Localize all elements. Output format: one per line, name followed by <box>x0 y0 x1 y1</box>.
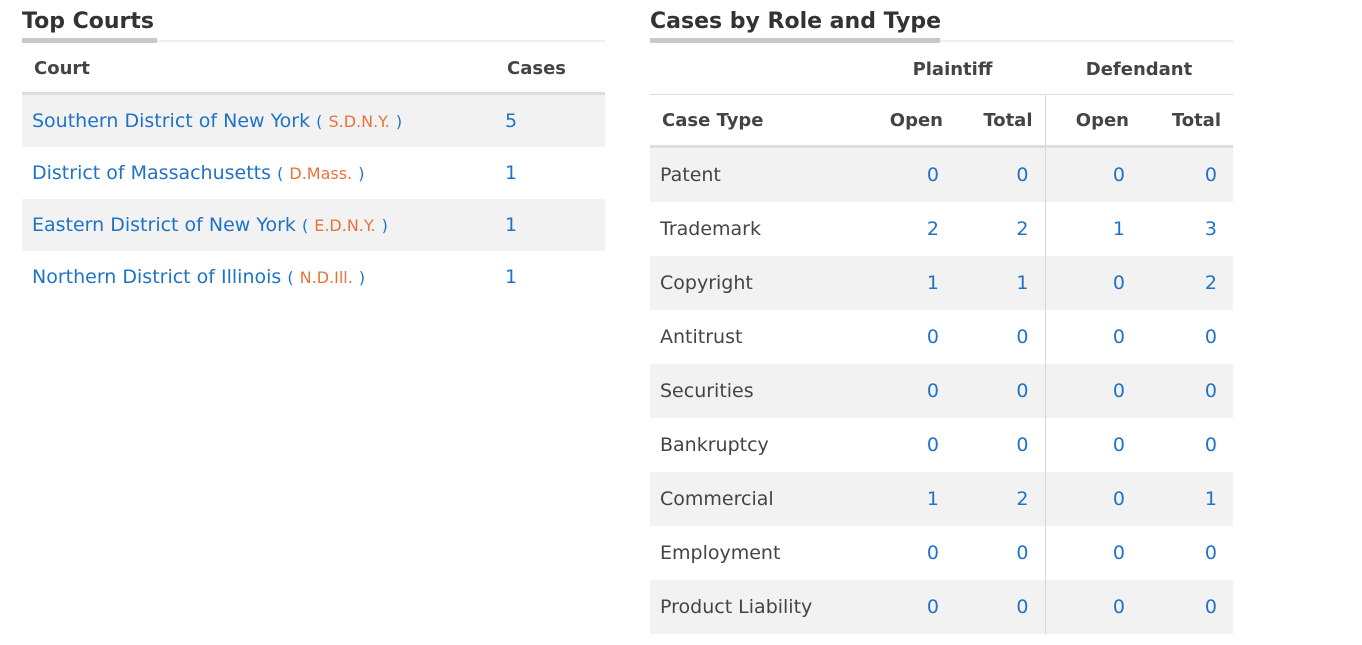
court-abbreviation: D.Mass. <box>289 164 353 183</box>
plaintiff-open-count[interactable]: 1 <box>860 472 955 526</box>
cases-column-header: Cases <box>495 44 605 95</box>
defendant-open-count[interactable]: 0 <box>1044 146 1141 202</box>
defendant-open-count[interactable]: 0 <box>1044 310 1141 364</box>
cases-by-role-table: Plaintiff Defendant Case Type Open Total… <box>650 44 1233 634</box>
plaintiff-total-count[interactable]: 2 <box>955 472 1045 526</box>
top-courts-header-row: Court Cases <box>22 44 605 95</box>
plaintiff-open-count[interactable]: 0 <box>926 326 939 348</box>
case-type-label: Commercial <box>650 472 860 526</box>
plaintiff-total-count[interactable]: 0 <box>1016 542 1029 564</box>
court-link[interactable]: Northern District of Illinois <box>32 266 282 288</box>
defendant-total-header: Total <box>1141 94 1233 148</box>
table-row: Eastern District of New York ( E.D.N.Y. … <box>22 199 605 251</box>
court-link[interactable]: Southern District of New York <box>32 110 311 132</box>
court-link[interactable]: Eastern District of New York <box>32 214 296 236</box>
case-type-label: Securities <box>650 364 860 418</box>
case-type-label: Copyright <box>650 256 860 310</box>
table-row: Product Liability 0 0 0 0 <box>650 580 1233 634</box>
table-row: Patent 0 0 0 0 <box>650 146 1233 202</box>
defendant-total-count[interactable]: 0 <box>1141 146 1233 202</box>
table-row: Commercial 1 2 0 1 <box>650 472 1233 526</box>
plaintiff-total-count[interactable]: 1 <box>955 256 1045 310</box>
table-row: Employment 0 0 0 0 <box>650 526 1233 580</box>
table-row: Copyright 1 1 0 2 <box>650 256 1233 310</box>
defendant-total-count[interactable]: 0 <box>1204 434 1217 456</box>
plaintiff-open-count[interactable]: 2 <box>926 218 939 240</box>
table-row: Antitrust 0 0 0 0 <box>650 310 1233 364</box>
plaintiff-open-count[interactable]: 0 <box>860 580 955 634</box>
top-courts-title: Top Courts <box>22 9 154 34</box>
plaintiff-total-count[interactable]: 0 <box>955 146 1045 202</box>
court-cases-count[interactable]: 5 <box>495 93 605 147</box>
defendant-open-header: Open <box>1044 94 1141 148</box>
defendant-total-count[interactable]: 0 <box>1141 580 1233 634</box>
defendant-open-count[interactable]: 0 <box>1044 472 1141 526</box>
plaintiff-open-header: Open <box>860 94 955 148</box>
court-abbreviation: E.D.N.Y. <box>314 216 376 235</box>
role-group-header-row: Plaintiff Defendant <box>650 44 1233 95</box>
court-cases-count[interactable]: 1 <box>495 199 605 251</box>
table-row: Northern District of Illinois ( N.D.Ill.… <box>22 251 605 303</box>
defendant-open-count[interactable]: 0 <box>1044 364 1141 418</box>
table-row: Trademark 2 2 1 3 <box>650 202 1233 256</box>
defendant-total-count[interactable]: 2 <box>1141 256 1233 310</box>
case-type-label: Bankruptcy <box>660 434 769 456</box>
defendant-total-count[interactable]: 0 <box>1204 542 1217 564</box>
defendant-total-count[interactable]: 1 <box>1141 472 1233 526</box>
plaintiff-open-count[interactable]: 0 <box>926 434 939 456</box>
case-type-label: Employment <box>660 542 781 564</box>
top-courts-title-rule <box>22 38 605 44</box>
cases-by-role-panel: Cases by Role and Type Plaintiff Defenda… <box>650 0 1233 634</box>
plaintiff-open-count[interactable]: 0 <box>860 146 955 202</box>
defendant-open-count[interactable]: 0 <box>1044 580 1141 634</box>
court-cases-count[interactable]: 1 <box>505 162 518 184</box>
defendant-total-count[interactable]: 0 <box>1204 326 1217 348</box>
case-type-label: Trademark <box>660 218 761 240</box>
court-abbreviation: S.D.N.Y. <box>328 112 390 131</box>
case-type-column-header: Case Type <box>650 94 860 148</box>
defendant-total-count[interactable]: 3 <box>1204 218 1217 240</box>
plaintiff-total-count[interactable]: 2 <box>1016 218 1029 240</box>
court-cell: Eastern District of New York ( E.D.N.Y. … <box>22 199 495 251</box>
plaintiff-total-header: Total <box>955 94 1045 148</box>
plaintiff-open-count[interactable]: 0 <box>860 364 955 418</box>
top-courts-panel: Top Courts Court Cases Southern District… <box>22 0 605 303</box>
defendant-open-count[interactable]: 0 <box>1044 418 1141 472</box>
plaintiff-total-count[interactable]: 0 <box>955 364 1045 418</box>
table-row: Southern District of New York ( S.D.N.Y.… <box>22 93 605 147</box>
cases-by-role-title-rule <box>650 38 1233 44</box>
table-row: Securities 0 0 0 0 <box>650 364 1233 418</box>
court-cell: District of Massachusetts ( D.Mass. ) <box>32 162 365 184</box>
defendant-open-count[interactable]: 1 <box>1044 202 1141 256</box>
table-row: District of Massachusetts ( D.Mass. ) 1 <box>22 147 605 199</box>
case-type-label: Patent <box>650 146 860 202</box>
case-type-label: Product Liability <box>650 580 860 634</box>
plaintiff-total-count[interactable]: 0 <box>1016 326 1029 348</box>
court-link[interactable]: District of Massachusetts <box>32 162 272 184</box>
defendant-open-count[interactable]: 0 <box>1044 256 1141 310</box>
defendant-group-header: Defendant <box>1045 44 1233 95</box>
plaintiff-total-count[interactable]: 0 <box>1016 434 1029 456</box>
top-courts-table: Court Cases Southern District of New Yor… <box>22 44 605 303</box>
table-row: Bankruptcy 0 0 0 0 <box>650 418 1233 472</box>
plaintiff-open-count[interactable]: 0 <box>926 542 939 564</box>
plaintiff-total-count[interactable]: 0 <box>955 580 1045 634</box>
plaintiff-open-count[interactable]: 1 <box>860 256 955 310</box>
court-abbreviation: N.D.Ill. <box>299 268 353 287</box>
defendant-open-count[interactable]: 0 <box>1044 526 1141 580</box>
defendant-total-count[interactable]: 0 <box>1141 364 1233 418</box>
court-cases-count[interactable]: 1 <box>505 266 518 288</box>
cases-by-role-title: Cases by Role and Type <box>650 9 942 34</box>
court-cell: Southern District of New York ( S.D.N.Y.… <box>22 93 495 147</box>
case-type-label: Antitrust <box>660 326 743 348</box>
court-column-header: Court <box>22 44 495 95</box>
role-sub-header-row: Case Type Open Total Open Total <box>650 94 1233 148</box>
court-cell: Northern District of Illinois ( N.D.Ill.… <box>32 266 366 288</box>
plaintiff-group-header: Plaintiff <box>860 44 1045 95</box>
